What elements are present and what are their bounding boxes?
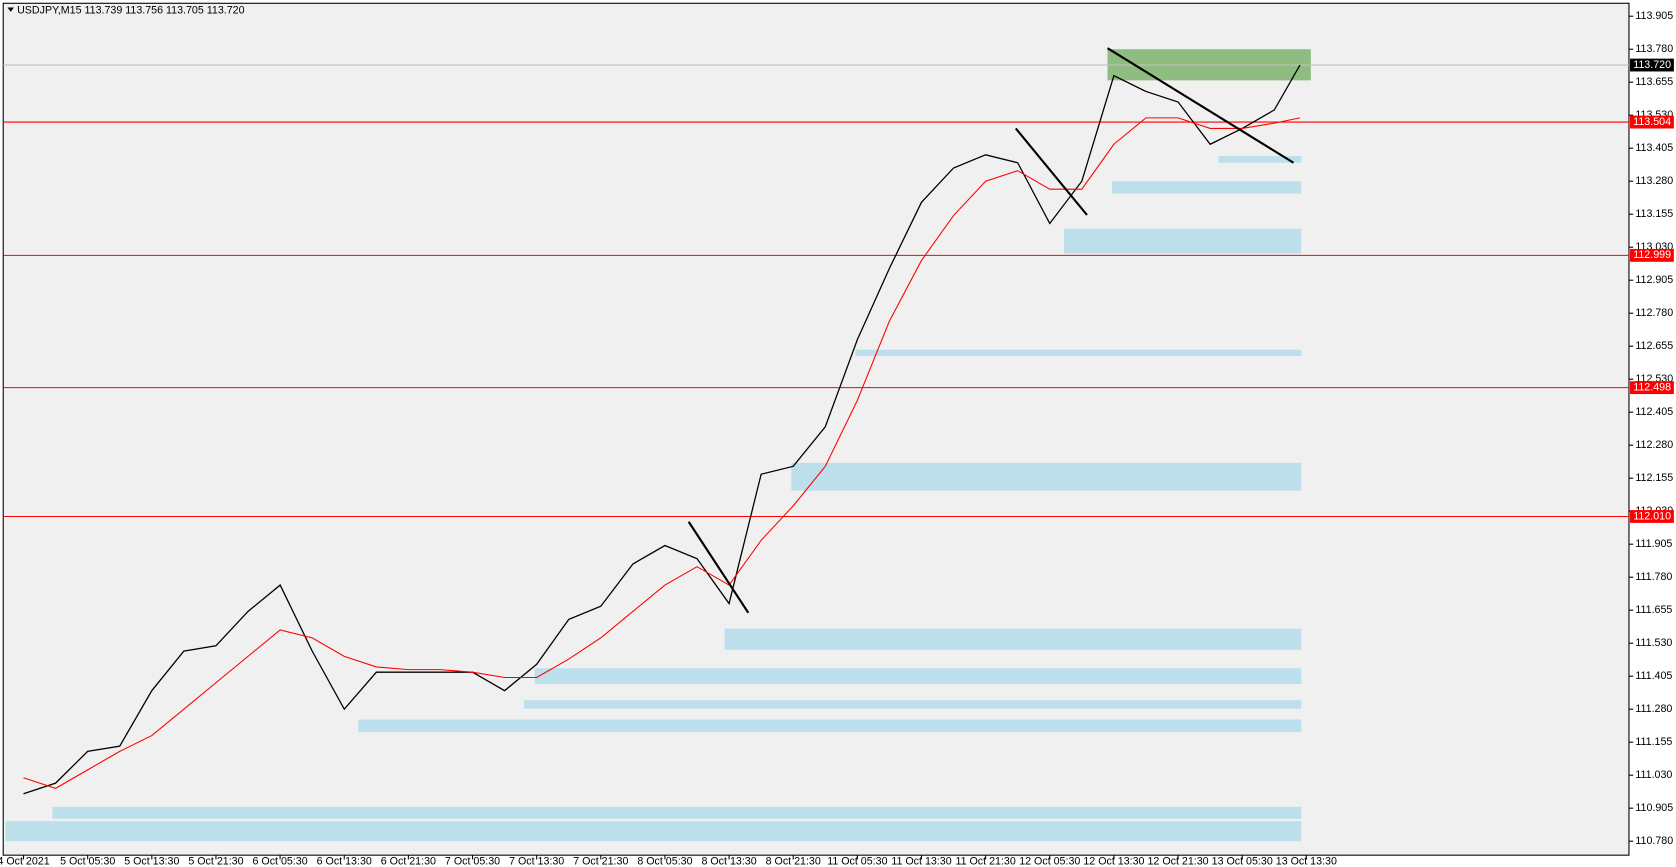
x-tick-label: 11 Oct 21:30 xyxy=(955,855,1015,867)
y-tick-label: 112.905 xyxy=(1635,274,1673,286)
x-tick-label: 4 Oct 2021 xyxy=(0,855,50,867)
y-tick-label: 111.530 xyxy=(1635,637,1672,649)
y-tick-label: 112.405 xyxy=(1635,406,1673,418)
y-tick-label: 113.280 xyxy=(1635,175,1673,187)
x-tick-label: 8 Oct 05:30 xyxy=(637,855,692,867)
trendline xyxy=(1014,127,1088,216)
y-tick-label: 113.155 xyxy=(1635,208,1673,220)
x-tick-label: 5 Oct 13:30 xyxy=(124,855,179,867)
y-tick-label: 112.280 xyxy=(1635,439,1673,451)
x-tick-label: 11 Oct 13:30 xyxy=(891,855,951,867)
plot-area xyxy=(2,2,1630,856)
zone xyxy=(791,462,1302,491)
price-line xyxy=(23,117,1301,789)
x-tick-label: 6 Oct 05:30 xyxy=(253,855,308,867)
level-label: 112.999 xyxy=(1633,249,1671,261)
y-tick-label: 111.155 xyxy=(1635,736,1672,748)
x-tick-label: 7 Oct 05:30 xyxy=(445,855,500,867)
zone xyxy=(855,349,1302,356)
level-label-box xyxy=(1630,510,1674,523)
level-label: 113.504 xyxy=(1633,116,1671,128)
y-tick-label: 112.155 xyxy=(1635,472,1673,484)
zone xyxy=(724,628,1302,650)
trendline xyxy=(687,521,750,614)
x-tick-label: 8 Oct 13:30 xyxy=(701,855,756,867)
y-tick-label: 111.780 xyxy=(1635,571,1672,583)
x-tick-label: 7 Oct 21:30 xyxy=(573,855,628,867)
zone xyxy=(52,806,1302,819)
y-tick-label: 112.655 xyxy=(1635,340,1673,352)
y-tick-label: 111.655 xyxy=(1635,604,1672,616)
zone xyxy=(534,668,1302,685)
zone xyxy=(5,821,1302,842)
y-tick-label: 113.405 xyxy=(1635,142,1673,154)
x-tick-label: 5 Oct 05:30 xyxy=(60,855,115,867)
x-tick-label: 5 Oct 21:30 xyxy=(188,855,243,867)
chart-title: USDJPY,M15 113.739 113.756 113.705 113.7… xyxy=(17,5,245,17)
zone xyxy=(1218,156,1302,163)
zone xyxy=(358,719,1302,733)
y-tick-label: 113.905 xyxy=(1635,10,1673,22)
current-price-label: 113.720 xyxy=(1633,59,1671,71)
current-price-box xyxy=(1630,58,1674,72)
level-label-box xyxy=(1630,381,1674,395)
y-tick-label: 111.905 xyxy=(1635,538,1672,550)
x-tick-label: 12 Oct 13:30 xyxy=(1083,855,1144,867)
y-tick-label: 112.530 xyxy=(1635,373,1673,385)
level-label-box xyxy=(1630,115,1674,129)
level-label: 112.498 xyxy=(1633,381,1671,393)
trendline xyxy=(1106,47,1295,164)
zone xyxy=(1063,228,1302,254)
x-tick-label: 11 Oct 05:30 xyxy=(827,855,887,867)
y-tick-label: 110.905 xyxy=(1635,802,1673,814)
zone xyxy=(523,700,1302,709)
y-tick-label: 111.405 xyxy=(1635,670,1672,682)
x-tick-label: 13 Oct 13:30 xyxy=(1276,855,1337,867)
x-tick-label: 6 Oct 21:30 xyxy=(381,855,436,867)
y-tick-label: 113.780 xyxy=(1635,43,1673,55)
x-tick-label: 6 Oct 13:30 xyxy=(317,855,372,867)
x-tick-label: 12 Oct 21:30 xyxy=(1148,855,1209,867)
x-tick-label: 13 Oct 05:30 xyxy=(1212,855,1273,867)
y-tick-label: 113.655 xyxy=(1635,76,1673,88)
x-tick-label: 7 Oct 13:30 xyxy=(509,855,564,867)
x-tick-label: 8 Oct 21:30 xyxy=(766,855,821,867)
zone xyxy=(1111,181,1302,194)
menu-icon xyxy=(7,7,14,12)
y-tick-label: 111.030 xyxy=(1635,769,1672,781)
y-tick-label: 111.280 xyxy=(1635,703,1672,715)
x-tick-label: 12 Oct 05:30 xyxy=(1019,855,1080,867)
y-tick-label: 110.780 xyxy=(1635,835,1673,847)
price-line xyxy=(23,64,1301,795)
level-label-box xyxy=(1630,248,1674,262)
y-tick-label: 112.780 xyxy=(1635,307,1673,319)
level-label: 112.010 xyxy=(1633,510,1671,522)
